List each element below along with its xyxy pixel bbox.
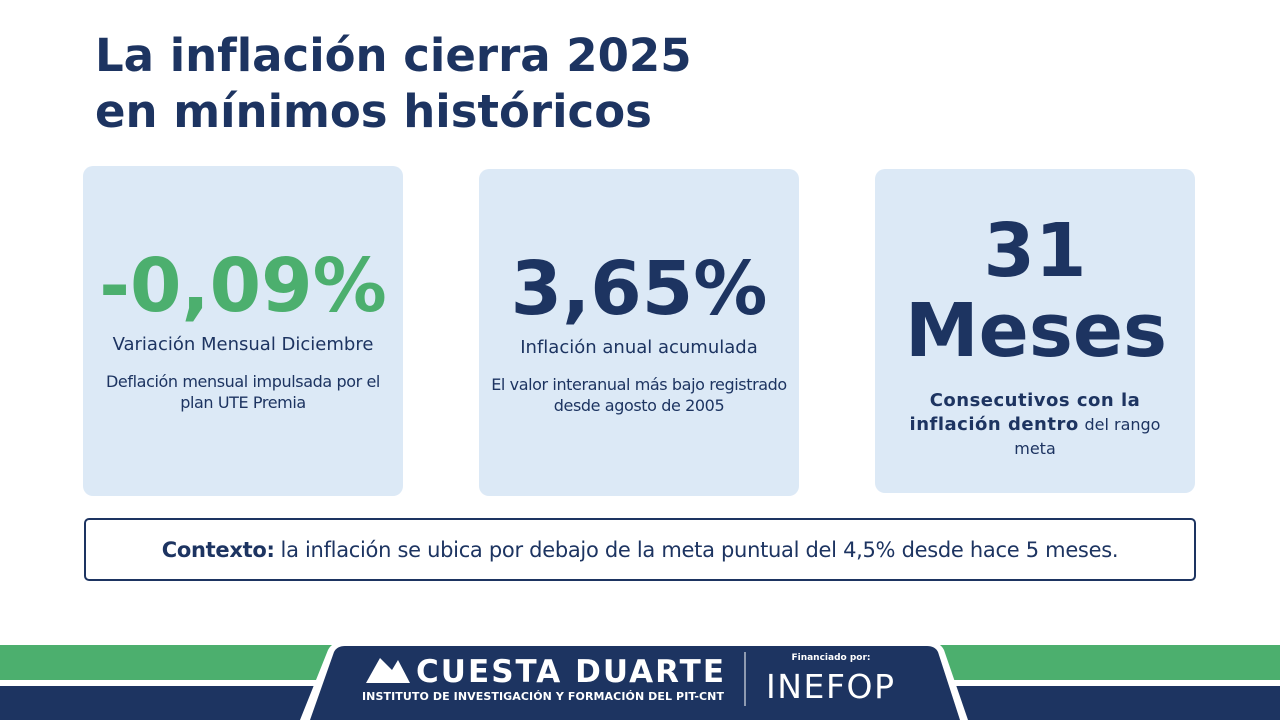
stat-label: Variación Mensual Diciembre: [112, 334, 374, 355]
stat-description: del rango meta: [1014, 415, 1161, 458]
brand: CUESTA DUARTE: [416, 654, 724, 690]
stat-card: 3,65% Inflación anual acumulada El valor…: [479, 169, 799, 496]
brand-subtitle: INSTITUTO DE INVESTIGACIÓN Y FORMACIÓN D…: [362, 690, 724, 703]
stat-label: Consecutivos con la inflación dentro: [909, 390, 1141, 435]
context-box: Contexto: la inflación se ubica por deba…: [84, 518, 1196, 581]
stat-unit: Meses: [905, 288, 1168, 374]
funded-by: Financiado por:: [791, 653, 870, 663]
footer-center: [310, 646, 960, 720]
stat-card: -0,09% Variación Mensual Diciembre Defla…: [83, 166, 403, 496]
funder: INEFOP: [766, 667, 894, 706]
stat-value: -0,09%: [99, 243, 387, 329]
stat-label: Inflación anual acumulada: [520, 337, 758, 358]
title: La inflación cierra 2025 en mínimos hist…: [95, 29, 692, 138]
stat-value: 31: [983, 208, 1087, 294]
stat-description: El valor interanual más bajo registrado …: [491, 375, 787, 415]
stat-value: 3,65%: [510, 246, 768, 332]
stat-card: 31 Meses Consecutivos con la inflación d…: [875, 169, 1195, 493]
stat-description: Deflación mensual impulsada por el plan …: [106, 372, 380, 412]
context-lead: Contexto:: [161, 537, 275, 562]
context-text: la inflación se ubica por debajo de la m…: [280, 537, 1119, 562]
logo-icon: [366, 658, 410, 683]
